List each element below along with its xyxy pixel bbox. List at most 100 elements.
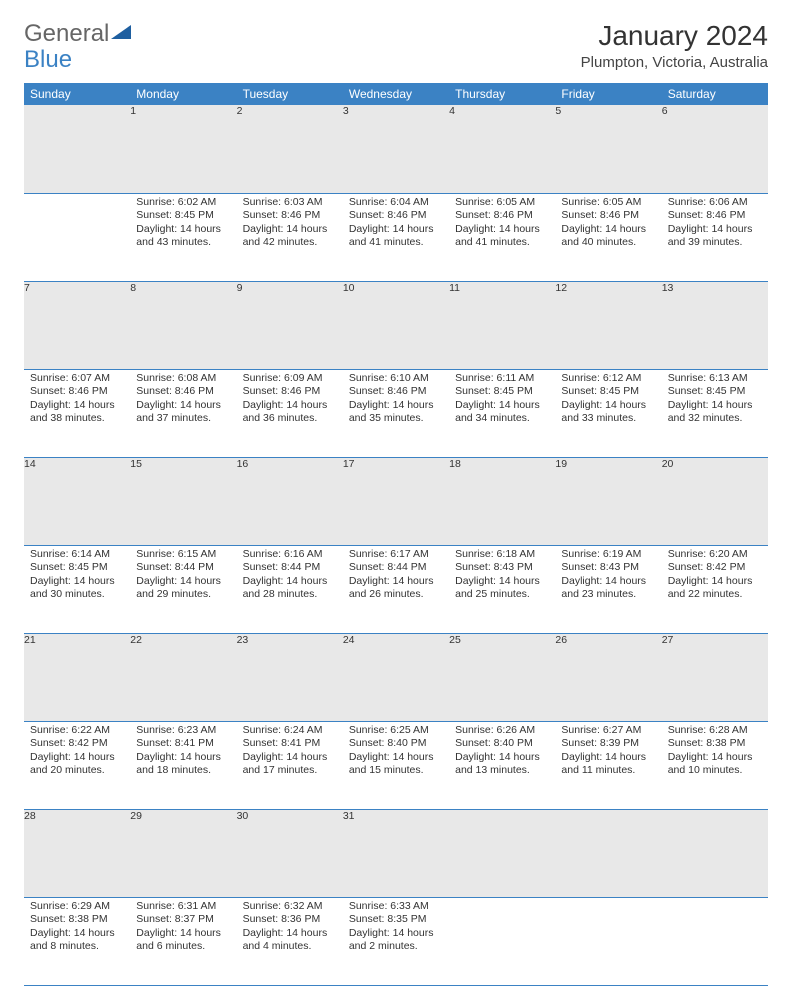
day-body-cell: Sunrise: 6:04 AMSunset: 8:46 PMDaylight:…	[343, 193, 449, 281]
day-number-cell: 21	[24, 633, 130, 721]
sunrise-line: Sunrise: 6:25 AM	[349, 724, 443, 738]
sunrise-line: Sunrise: 6:09 AM	[243, 372, 337, 386]
sunset-line: Sunset: 8:43 PM	[455, 561, 549, 575]
calendar-body: 123456Sunrise: 6:02 AMSunset: 8:45 PMDay…	[24, 105, 768, 985]
sunset-line: Sunset: 8:46 PM	[243, 209, 337, 223]
sunrise-line: Sunrise: 6:07 AM	[30, 372, 124, 386]
daylight-line: Daylight: 14 hours and 28 minutes.	[243, 575, 337, 602]
sunset-line: Sunset: 8:43 PM	[561, 561, 655, 575]
daylight-line: Daylight: 14 hours and 22 minutes.	[668, 575, 762, 602]
daynum-row: 14151617181920	[24, 457, 768, 545]
day-number-cell: 29	[130, 809, 236, 897]
sunrise-line: Sunrise: 6:14 AM	[30, 548, 124, 562]
header: General January 2024 Plumpton, Victoria,…	[24, 20, 768, 71]
day-content: Sunrise: 6:24 AMSunset: 8:41 PMDaylight:…	[237, 722, 343, 783]
day-content: Sunrise: 6:19 AMSunset: 8:43 PMDaylight:…	[555, 546, 661, 607]
week-row: Sunrise: 6:14 AMSunset: 8:45 PM Daylight:…	[24, 545, 768, 633]
sunrise-line: Sunrise: 6:27 AM	[561, 724, 655, 738]
day-body-cell	[662, 897, 768, 985]
day-content: Sunrise: 6:20 AMSunset: 8:42 PMDaylight:…	[662, 546, 768, 607]
day-body-cell: Sunrise: 6:28 AMSunset: 8:38 PMDaylight:…	[662, 721, 768, 809]
day-body-cell: Sunrise: 6:13 AMSunset: 8:45 PMDaylight:…	[662, 369, 768, 457]
daylight-line: Daylight: 14 hours and 37 minutes.	[136, 399, 230, 426]
day-body-cell: Sunrise: 6:10 AMSunset: 8:46 PMDaylight:…	[343, 369, 449, 457]
sunrise-line: Sunrise: 6:05 AM	[455, 196, 549, 210]
day-body-cell: Sunrise: 6:26 AMSunset: 8:40 PMDaylight:…	[449, 721, 555, 809]
day-number-cell: 7	[24, 281, 130, 369]
week-row: Sunrise: 6:22 AMSunset: 8:42 PMDaylight:…	[24, 721, 768, 809]
daylight-line: Daylight: 14 hours and 40 minutes.	[561, 223, 655, 250]
weekday-header: Thursday	[449, 83, 555, 105]
daynum-row: 78910111213	[24, 281, 768, 369]
sunrise-line: Sunrise: 6:33 AM	[349, 900, 443, 914]
daylight-line: Daylight: 14 hours and 38 minutes.	[30, 399, 124, 426]
day-body-cell: Sunrise: 6:05 AMSunset: 8:46 PMDaylight:…	[555, 193, 661, 281]
day-number-cell: 19	[555, 457, 661, 545]
day-content: Sunrise: 6:03 AMSunset: 8:46 PMDaylight:…	[237, 194, 343, 255]
day-body-cell: Sunrise: 6:05 AMSunset: 8:46 PMDaylight:…	[449, 193, 555, 281]
day-content: Sunrise: 6:29 AMSunset: 8:38 PMDaylight:…	[24, 898, 130, 959]
day-body-cell: Sunrise: 6:19 AMSunset: 8:43 PMDaylight:…	[555, 545, 661, 633]
sunset-line: Sunset: 8:45 PM	[668, 385, 762, 399]
sunrise-line: Sunrise: 6:26 AM	[455, 724, 549, 738]
daynum-row: 123456	[24, 105, 768, 193]
day-content: Sunrise: 6:33 AMSunset: 8:35 PMDaylight:…	[343, 898, 449, 959]
day-content: Sunrise: 6:13 AMSunset: 8:45 PMDaylight:…	[662, 370, 768, 431]
weekday-header: Wednesday	[343, 83, 449, 105]
sunrise-line: Sunrise: 6:20 AM	[668, 548, 762, 562]
day-body-cell: Sunrise: 6:24 AMSunset: 8:41 PMDaylight:…	[237, 721, 343, 809]
day-number-cell	[662, 809, 768, 897]
title-block: January 2024 Plumpton, Victoria, Austral…	[581, 20, 768, 71]
day-content: Sunrise: 6:06 AMSunset: 8:46 PMDaylight:…	[662, 194, 768, 255]
day-number-cell: 25	[449, 633, 555, 721]
sunrise-line: Sunrise: 6:13 AM	[668, 372, 762, 386]
day-body-cell: Sunrise: 6:03 AMSunset: 8:46 PMDaylight:…	[237, 193, 343, 281]
sunset-line: Sunset: 8:45 PM	[30, 561, 124, 575]
day-content: Sunrise: 6:14 AMSunset: 8:45 PMDaylight:…	[24, 546, 130, 607]
logo: General	[24, 20, 133, 48]
sunrise-line: Sunrise: 6:19 AM	[561, 548, 655, 562]
day-body-cell: Sunrise: 6:15 AMSunset: 8:44 PMDaylight:…	[130, 545, 236, 633]
day-number-cell: 26	[555, 633, 661, 721]
day-body-cell: Sunrise: 6:08 AMSunset: 8:46 PMDaylight:…	[130, 369, 236, 457]
day-content: Sunrise: 6:17 AMSunset: 8:44 PMDaylight:…	[343, 546, 449, 607]
sunset-line: Sunset: 8:40 PM	[349, 737, 443, 751]
day-body-cell: Sunrise: 6:16 AMSunset: 8:44 PMDaylight:…	[237, 545, 343, 633]
sunset-line: Sunset: 8:46 PM	[30, 385, 124, 399]
sunrise-line: Sunrise: 6:31 AM	[136, 900, 230, 914]
day-number-cell: 6	[662, 105, 768, 193]
daylight-line: Daylight: 14 hours and 35 minutes.	[349, 399, 443, 426]
day-number-cell: 28	[24, 809, 130, 897]
weekday-header: Saturday	[662, 83, 768, 105]
sunrise-line: Sunrise: 6:22 AM	[30, 724, 124, 738]
day-number-cell: 30	[237, 809, 343, 897]
week-row: Sunrise: 6:29 AMSunset: 8:38 PMDaylight:…	[24, 897, 768, 985]
calendar-table: SundayMondayTuesdayWednesdayThursdayFrid…	[24, 83, 768, 986]
sunset-line: Sunset: 8:39 PM	[561, 737, 655, 751]
daylight-line: Daylight: 14 hours and 41 minutes.	[349, 223, 443, 250]
day-body-cell: Sunrise: 6:33 AMSunset: 8:35 PMDaylight:…	[343, 897, 449, 985]
day-content: Sunrise: 6:28 AMSunset: 8:38 PMDaylight:…	[662, 722, 768, 783]
calendar-head: SundayMondayTuesdayWednesdayThursdayFrid…	[24, 83, 768, 105]
daylight-line: Daylight: 14 hours and 17 minutes.	[243, 751, 337, 778]
sunset-line: Sunset: 8:38 PM	[30, 913, 124, 927]
sunrise-line: Sunrise: 6:11 AM	[455, 372, 549, 386]
day-number-cell: 11	[449, 281, 555, 369]
sunset-line: Sunset: 8:41 PM	[136, 737, 230, 751]
day-number-cell	[449, 809, 555, 897]
sunrise-line: Sunrise: 6:18 AM	[455, 548, 549, 562]
sunrise-line: Sunrise: 6:16 AM	[243, 548, 337, 562]
sunset-line: Sunset: 8:44 PM	[349, 561, 443, 575]
day-number-cell: 12	[555, 281, 661, 369]
sunset-line: Sunset: 8:36 PM	[243, 913, 337, 927]
day-content: Sunrise: 6:11 AMSunset: 8:45 PMDaylight:…	[449, 370, 555, 431]
sunrise-line: Sunrise: 6:23 AM	[136, 724, 230, 738]
day-body-cell: Sunrise: 6:23 AMSunset: 8:41 PMDaylight:…	[130, 721, 236, 809]
daylight-line: Daylight: 14 hours and 15 minutes.	[349, 751, 443, 778]
day-number-cell: 1	[130, 105, 236, 193]
sunset-line: Sunset: 8:38 PM	[668, 737, 762, 751]
day-body-cell: Sunrise: 6:07 AMSunset: 8:46 PMDaylight:…	[24, 369, 130, 457]
sunrise-line: Sunrise: 6:08 AM	[136, 372, 230, 386]
day-content: Sunrise: 6:08 AMSunset: 8:46 PMDaylight:…	[130, 370, 236, 431]
day-body-cell	[24, 193, 130, 281]
